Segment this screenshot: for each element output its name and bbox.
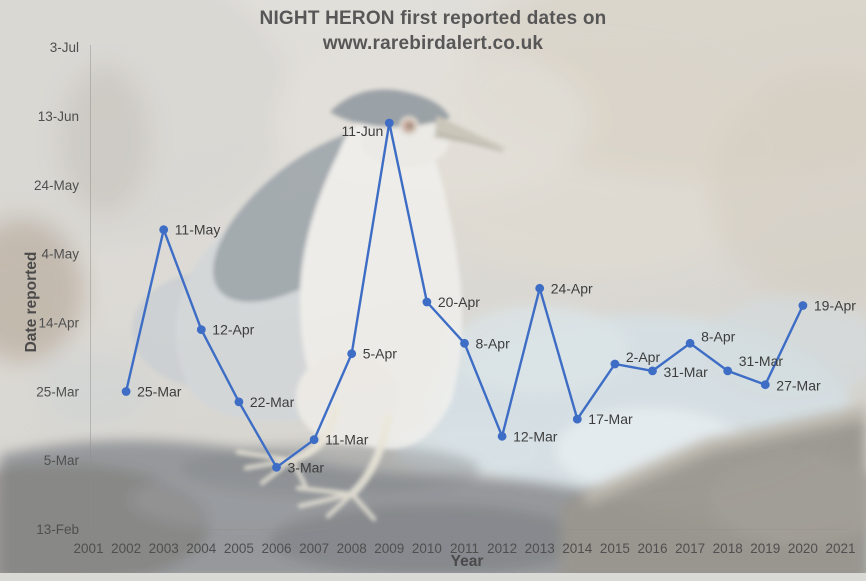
x-tick-label: 2019 bbox=[750, 541, 780, 556]
y-tick-label: 25-Mar bbox=[36, 384, 79, 399]
data-point-label: 2-Apr bbox=[626, 349, 661, 365]
data-point-label: 11-Mar bbox=[325, 432, 369, 448]
x-tick-label: 2003 bbox=[149, 541, 179, 556]
data-point-label: 25-Mar bbox=[137, 384, 182, 400]
x-tick-label: 2018 bbox=[713, 541, 743, 556]
y-tick-label: 24-May bbox=[34, 178, 79, 193]
data-point bbox=[309, 435, 319, 445]
data-point-label: 31-Mar bbox=[664, 364, 709, 380]
x-tick-label: 2004 bbox=[186, 541, 217, 556]
data-point bbox=[460, 338, 469, 348]
data-point bbox=[572, 414, 582, 424]
x-tick-label: 2012 bbox=[487, 541, 517, 556]
data-point-label: 11-May bbox=[175, 222, 221, 238]
x-tick-label: 2016 bbox=[637, 541, 667, 556]
y-tick-label: 3-Jul bbox=[50, 40, 79, 55]
data-point bbox=[685, 338, 695, 348]
data-point-label: 17-Mar bbox=[588, 411, 633, 427]
data-point-label: 20-Apr bbox=[438, 294, 480, 310]
data-point bbox=[347, 349, 357, 359]
y-tick-label: 13-Feb bbox=[36, 522, 79, 537]
data-point-label: 12-Mar bbox=[513, 428, 558, 444]
y-tick-label: 13-Jun bbox=[38, 109, 79, 124]
data-point bbox=[798, 301, 808, 310]
chart-title-line1: NIGHT HERON first reported dates on bbox=[259, 8, 607, 29]
x-axis-title: Year bbox=[450, 553, 484, 570]
y-tick-label: 5-Mar bbox=[44, 453, 80, 468]
x-tick-label: 2017 bbox=[675, 541, 705, 556]
y-tick-label: 4-May bbox=[41, 247, 79, 262]
data-point bbox=[196, 325, 206, 334]
data-point bbox=[234, 397, 244, 407]
data-point-label: 22-Mar bbox=[250, 394, 295, 410]
chart-title: NIGHT HERON first reported dates on www.… bbox=[0, 6, 866, 56]
data-point-label: 8-Apr bbox=[476, 335, 511, 351]
x-tick-label: 2008 bbox=[337, 541, 367, 556]
data-point bbox=[497, 431, 507, 441]
x-tick-label: 2006 bbox=[261, 541, 291, 556]
data-point-label: 31-Mar bbox=[739, 353, 784, 369]
x-tick-label: 2007 bbox=[299, 541, 329, 556]
data-point bbox=[121, 387, 131, 396]
data-point bbox=[610, 359, 620, 369]
data-point bbox=[159, 225, 169, 235]
data-point bbox=[272, 462, 281, 472]
data-point bbox=[422, 297, 432, 307]
data-point bbox=[648, 366, 657, 376]
x-tick-label: 2010 bbox=[412, 541, 442, 556]
x-tick-label: 2011 bbox=[450, 541, 479, 556]
data-point-label: 5-Apr bbox=[363, 346, 398, 362]
x-tick-label: 2009 bbox=[374, 541, 404, 556]
x-tick-label: 2005 bbox=[224, 541, 254, 556]
x-tick-label: 2020 bbox=[788, 541, 818, 556]
data-point-label: 8-Apr bbox=[701, 328, 736, 344]
data-point-label: 12-Apr bbox=[212, 322, 254, 338]
data-point bbox=[535, 283, 545, 293]
x-tick-label: 2021 bbox=[825, 541, 855, 556]
data-point bbox=[760, 380, 770, 390]
data-point bbox=[384, 118, 394, 128]
x-tick-label: 2001 bbox=[73, 541, 103, 556]
x-tick-label: 2015 bbox=[600, 541, 630, 556]
data-point-label: 3-Mar bbox=[288, 459, 325, 475]
chart-title-line2: www.rarebirdalert.co.uk bbox=[322, 33, 544, 54]
y-tick-label: 14-Apr bbox=[38, 315, 79, 330]
data-point-label: 19-Apr bbox=[814, 298, 856, 314]
bottom-strip bbox=[0, 573, 866, 581]
data-point bbox=[723, 366, 733, 376]
data-point-label: 11-Jun bbox=[342, 123, 384, 139]
x-tick-label: 2014 bbox=[562, 541, 593, 556]
x-tick-label: 2002 bbox=[111, 541, 141, 556]
rock-bottom-right bbox=[560, 405, 866, 581]
data-point-label: 27-Mar bbox=[776, 378, 821, 394]
x-tick-label: 2013 bbox=[525, 541, 555, 556]
data-point-label: 24-Apr bbox=[551, 280, 593, 296]
